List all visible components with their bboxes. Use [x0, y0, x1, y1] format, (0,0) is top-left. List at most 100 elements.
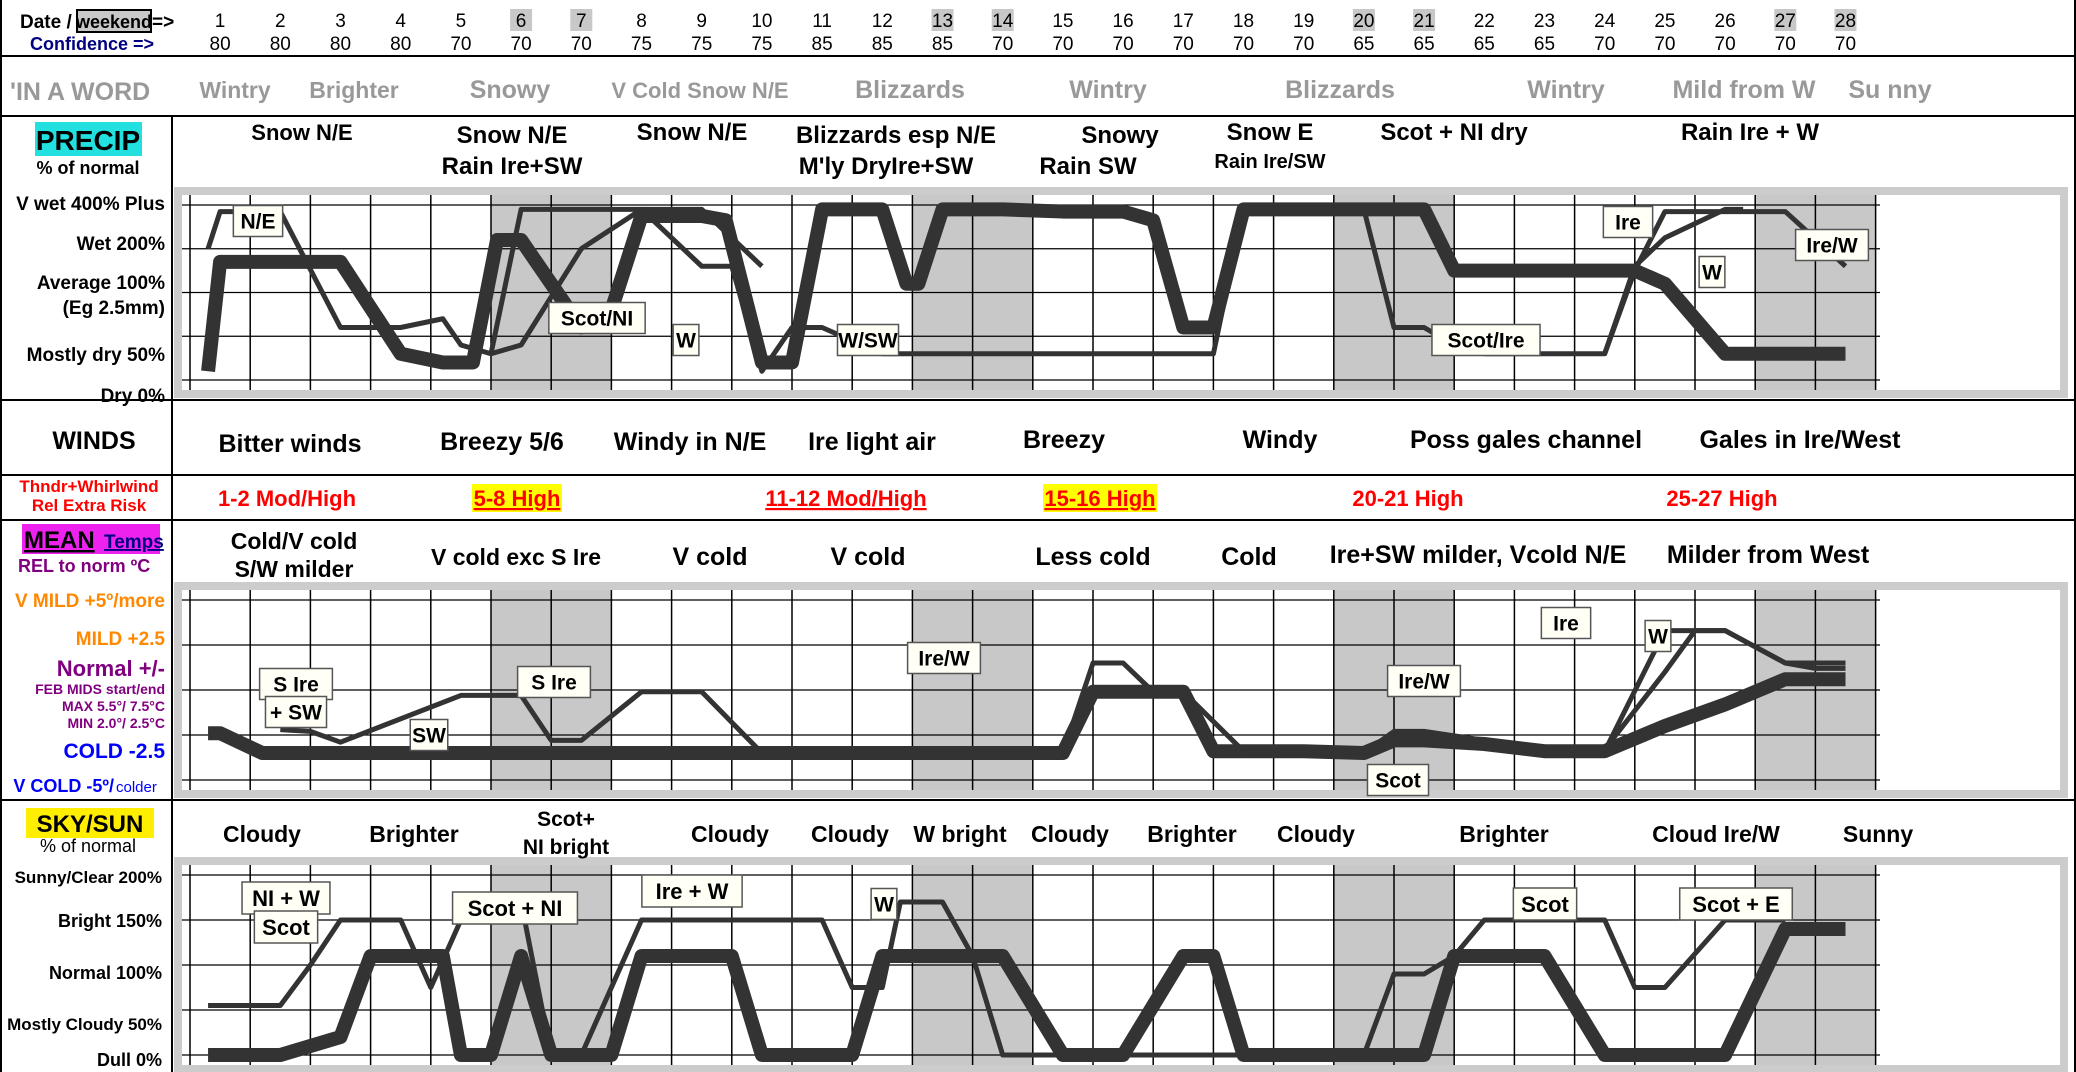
precip-callout-box	[1602, 205, 1654, 239]
day-number: 13	[932, 11, 953, 32]
sky-header: Cloud Ire/W	[1652, 821, 1780, 847]
thunder-item: 11-12 Mod/High	[765, 486, 926, 511]
temps-subtitle: REL to norm ºC	[18, 556, 150, 576]
confidence-label: Confidence =>	[30, 34, 154, 54]
sky-header: Brighter	[1459, 821, 1549, 847]
precip-callout-box	[232, 204, 284, 238]
temps-axis-label: V COLD -5º/	[13, 776, 114, 796]
temps-callout-label: SW	[412, 725, 446, 748]
day-number: 8	[636, 11, 647, 32]
precip-callout-label: W/SW	[838, 330, 898, 353]
thunder-item: 20-21 High	[1352, 486, 1463, 511]
series-line-main	[208, 922, 1846, 1062]
precip-callout-label: W	[676, 330, 696, 353]
day-number: 12	[872, 11, 893, 32]
temps-axis-label: COLD -2.5	[63, 740, 165, 763]
temps-header: Less cold	[1035, 543, 1150, 571]
precip-axis-label: Dry 0%	[101, 386, 166, 407]
confidence-value: 80	[330, 34, 351, 55]
confidence-value: 70	[1293, 34, 1314, 55]
sky-callout-box	[870, 887, 898, 921]
confidence-value: 75	[691, 34, 712, 55]
winds-item: Breezy	[1023, 426, 1105, 454]
precip-callout-label: Ire	[1615, 212, 1641, 235]
thunder-item: 5-8 High	[474, 486, 561, 511]
confidence-value: 70	[992, 34, 1013, 55]
sky-axis-label: Mostly Cloudy 50%	[7, 1015, 162, 1034]
series-line-regional	[490, 206, 764, 357]
weekend-day-marker	[991, 9, 1014, 31]
sky-header: Cloudy	[1277, 821, 1355, 847]
weekend-day-marker	[1352, 9, 1375, 31]
confidence-value: 65	[1353, 34, 1374, 55]
sky-header: W bright	[913, 821, 1007, 847]
confidence-value: 85	[872, 34, 893, 55]
precip-callout-label: N/E	[240, 211, 275, 234]
day-number: 24	[1594, 11, 1616, 32]
thunder-item: 1-2 Mod/High	[218, 486, 356, 511]
temps-axis-label: colder	[116, 779, 157, 796]
confidence-value: 70	[1233, 34, 1254, 55]
sky-callout-box	[451, 891, 579, 925]
day-number: 9	[696, 11, 707, 32]
temps-title-temps: Temps	[104, 532, 164, 553]
day-number: 19	[1293, 11, 1314, 32]
weekend-day-marker	[1413, 9, 1436, 31]
panel-frame	[174, 582, 2068, 798]
temps-callout-box	[258, 667, 334, 701]
weekend-day-marker	[1774, 9, 1797, 31]
series-line-regional	[205, 206, 1848, 374]
temps-axis-label: V MILD +5º/more	[15, 591, 165, 612]
in-a-word-item: Wintry	[1069, 76, 1147, 104]
day-number: 4	[395, 11, 406, 32]
temps-callout-label: Ire/W	[1398, 671, 1450, 694]
precip-subtitle: % of normal	[36, 158, 139, 178]
sky-axis-label: Dull 0%	[97, 1050, 162, 1070]
temps-header: S/W milder	[235, 556, 354, 582]
sky-header: Scot+	[537, 808, 595, 831]
day-number: 27	[1775, 11, 1796, 32]
sky-header: Cloudy	[223, 821, 301, 847]
precip-header: Rain SW	[1039, 153, 1137, 180]
precip-header: Snow E	[1227, 119, 1314, 146]
sky-subtitle: % of normal	[40, 836, 136, 856]
winds-item: Windy	[1243, 426, 1318, 454]
day-number: 28	[1835, 11, 1856, 32]
weekend-key-box	[76, 9, 152, 33]
precip-header: Snow N/E	[457, 122, 568, 149]
confidence-value: 65	[1414, 34, 1435, 55]
in-a-word-item: Su nny	[1848, 76, 1931, 104]
panel-frame	[174, 857, 2068, 1072]
confidence-value: 85	[932, 34, 953, 55]
temps-callout-label: W	[1648, 626, 1668, 649]
precip-title: PRECIP	[36, 125, 140, 156]
temps-header: Ire+SW milder, Vcold N/E	[1330, 541, 1627, 569]
winds-item: Bitter winds	[218, 430, 361, 458]
sky-callout-box	[1512, 887, 1578, 921]
series-line-regional	[1602, 628, 1846, 751]
winds-item: Windy in N/E	[614, 428, 767, 456]
sky-header: Sunny	[1843, 821, 1913, 847]
sky-callout-label: Scot + NI	[468, 896, 563, 921]
in-a-word-item: Wintry	[199, 77, 271, 103]
sky-callout-label: Ire + W	[656, 879, 729, 904]
weekend-day-marker	[570, 9, 593, 31]
winds-item: Poss gales channel	[1410, 426, 1642, 454]
text-layer: Date / weekend => Confidence => 18028038…	[7, 9, 1932, 1070]
confidence-value: 65	[1534, 34, 1555, 55]
winds-item: Ire light air	[808, 428, 936, 456]
in-a-word-item: Blizzards	[1285, 76, 1395, 104]
precip-callout-label: Scot/Ire	[1447, 330, 1524, 353]
precip-axis-label: V wet 400% Plus	[16, 194, 165, 215]
weekend-day-marker	[1834, 9, 1857, 31]
temps-callout-label: Ire/W	[918, 648, 970, 671]
day-number: 20	[1353, 11, 1374, 32]
temps-header: Cold/V cold	[231, 528, 358, 554]
day-number: 11	[812, 11, 832, 32]
sky-header: Brighter	[1147, 821, 1237, 847]
temps-callout-box	[264, 695, 328, 729]
temps-axis-label: MILD +2.5	[76, 629, 166, 650]
confidence-value: 70	[1173, 34, 1194, 55]
temps-callout-label: + SW	[270, 702, 322, 725]
temps-callout-box	[516, 665, 592, 699]
